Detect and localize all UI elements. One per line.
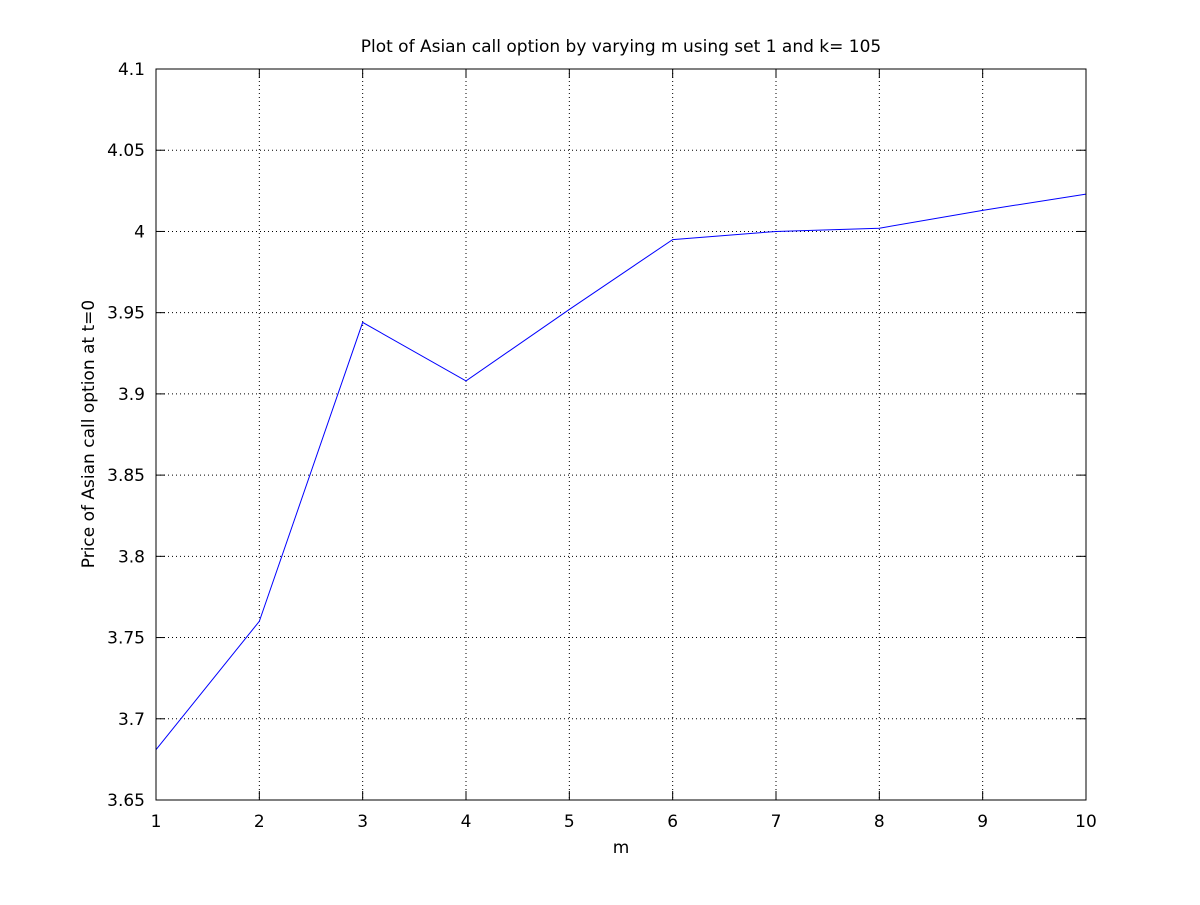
y-tick-label: 3.7	[118, 710, 145, 730]
x-tick-label: 4	[461, 812, 472, 832]
y-tick-label: 4.05	[107, 141, 145, 161]
x-tick-label: 9	[977, 812, 988, 832]
x-tick-label: 3	[357, 812, 368, 832]
plot-area	[156, 69, 1086, 800]
x-tick-label: 8	[874, 812, 885, 832]
series-layer	[155, 193, 1087, 750]
y-tick-label: 4	[134, 222, 145, 242]
x-tick-label: 6	[667, 812, 678, 832]
x-tick-label: 1	[151, 812, 162, 832]
y-tick-label: 3.8	[118, 547, 145, 567]
x-tick-label: 10	[1075, 812, 1097, 832]
tick-labels: 1 2 3 4 5 6 7 8 9 10 3.65 3.7 3.75 3.8 3.85 3.9 3.95 4 4.0…	[107, 60, 1097, 832]
data-point	[671, 238, 674, 241]
data-point	[361, 321, 364, 324]
y-tick-label: 3.95	[107, 304, 145, 324]
ticks	[155, 68, 1087, 801]
data-point	[568, 308, 571, 311]
x-tick-label: 7	[771, 812, 782, 832]
y-axis-label: Price of Asian call option at t=0	[79, 300, 99, 568]
data-point	[775, 230, 778, 233]
y-tick-label: 3.65	[107, 791, 145, 811]
data-point	[981, 209, 984, 212]
data-point	[258, 620, 261, 623]
y-tick-label: 3.9	[118, 385, 145, 405]
series-line	[155, 193, 1087, 750]
x-axis-label: m	[613, 838, 630, 858]
y-tick-label: 3.75	[107, 629, 145, 649]
x-tick-label: 2	[254, 812, 265, 832]
chart-title: Plot of Asian call option by varying m u…	[361, 37, 882, 57]
x-tick-label: 5	[564, 812, 575, 832]
grid	[156, 69, 1086, 800]
y-tick-label: 3.85	[107, 466, 145, 486]
data-point	[465, 379, 468, 382]
y-tick-label: 4.1	[118, 60, 145, 80]
data-point	[878, 227, 881, 230]
axes-box	[155, 68, 1087, 801]
